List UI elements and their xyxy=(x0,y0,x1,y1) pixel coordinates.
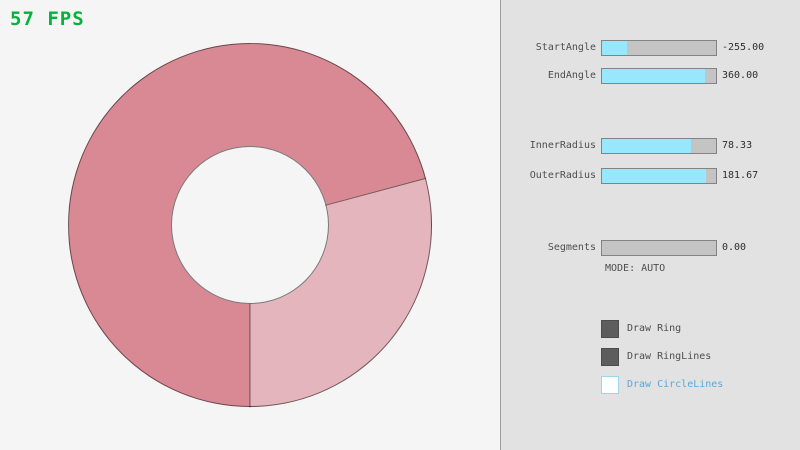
outerradius-slider-fill xyxy=(602,169,706,183)
draw-ring-label: Draw Ring xyxy=(627,323,682,334)
endangle-label: EndAngle xyxy=(547,70,596,81)
innerradius-slider-fill xyxy=(602,139,692,153)
draw-ring-checkbox[interactable] xyxy=(601,320,619,338)
draw-circlelines-checkbox[interactable] xyxy=(601,376,619,394)
controls-panel: StartAngle -255.00 EndAngle 360.00 Inner… xyxy=(500,0,800,450)
outerradius-slider[interactable] xyxy=(601,168,717,184)
innerradius-value: 78.33 xyxy=(722,140,753,151)
ring-segment-line-bottom xyxy=(249,303,251,408)
innerradius-slider[interactable] xyxy=(601,138,717,154)
endangle-slider[interactable] xyxy=(601,68,717,84)
startangle-slider-row: StartAngle -255.00 xyxy=(501,40,800,56)
segments-value: 0.00 xyxy=(722,242,747,253)
ring-inner-hole xyxy=(171,146,329,304)
startangle-slider[interactable] xyxy=(601,40,717,56)
draw-circlelines-checkbox-row[interactable]: Draw CircleLines xyxy=(601,376,800,394)
endangle-value: 360.00 xyxy=(722,70,759,81)
fps-counter: 57 FPS xyxy=(10,8,85,30)
outerradius-slider-row: OuterRadius 181.67 xyxy=(501,168,800,184)
startangle-slider-fill xyxy=(602,41,627,55)
startangle-label: StartAngle xyxy=(535,42,596,53)
draw-ringlines-checkbox[interactable] xyxy=(601,348,619,366)
innerradius-slider-row: InnerRadius 78.33 xyxy=(501,138,800,154)
segments-label: Segments xyxy=(547,242,596,253)
segments-slider-row: Segments 0.00 xyxy=(501,240,800,256)
segments-mode-text: MODE: AUTO xyxy=(605,263,666,274)
endangle-slider-row: EndAngle 360.00 xyxy=(501,68,800,84)
draw-ringlines-label: Draw RingLines xyxy=(627,351,712,362)
draw-circlelines-label: Draw CircleLines xyxy=(627,379,724,390)
outerradius-label: OuterRadius xyxy=(529,170,596,181)
innerradius-label: InnerRadius xyxy=(529,140,596,151)
ring-donut xyxy=(68,43,432,408)
outerradius-value: 181.67 xyxy=(722,170,759,181)
draw-ringlines-checkbox-row[interactable]: Draw RingLines xyxy=(601,348,800,366)
endangle-slider-fill xyxy=(602,69,705,83)
startangle-value: -255.00 xyxy=(722,42,765,53)
segments-slider[interactable] xyxy=(601,240,717,256)
draw-ring-checkbox-row[interactable]: Draw Ring xyxy=(601,320,800,338)
